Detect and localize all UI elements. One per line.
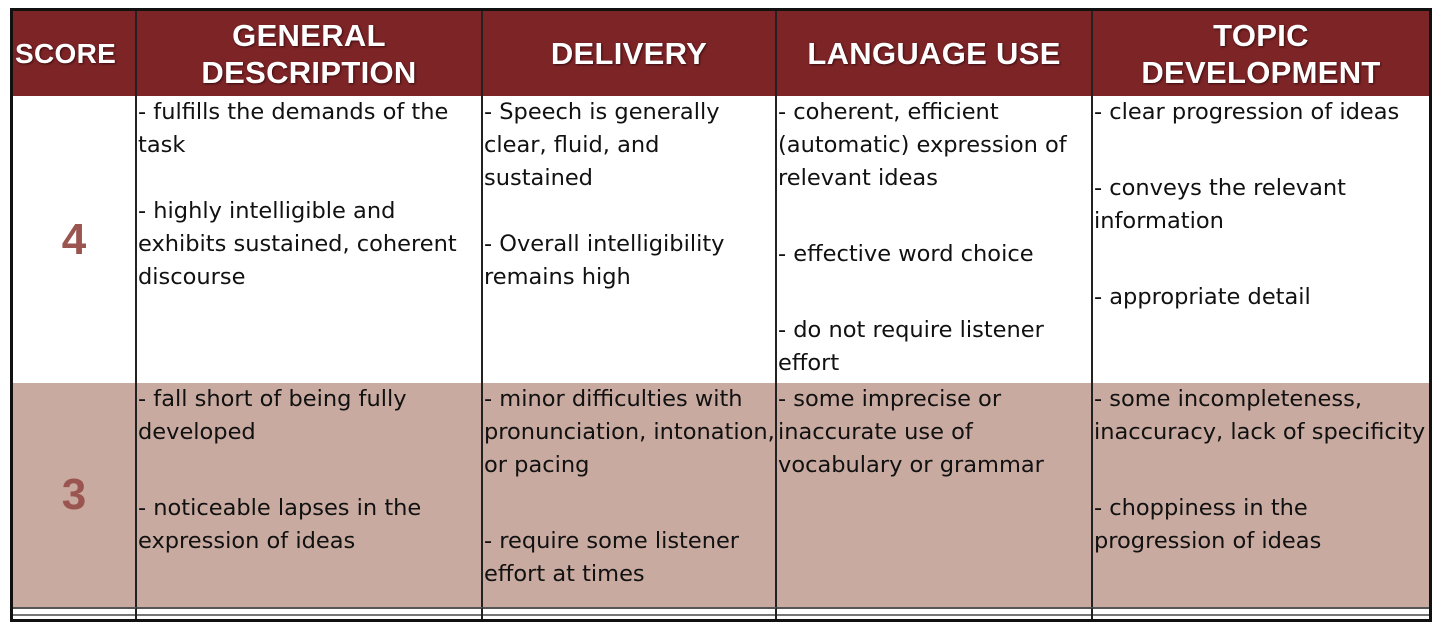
header-general-line1: GENERAL (232, 17, 386, 53)
scoring-rubric-table: SCORE GENERAL DESCRIPTION DELIVERY LANGUA… (10, 8, 1432, 622)
general-description-cell: - fall short of being fully developed - … (137, 383, 483, 607)
delivery-cell: - Speech is generally clear, fluid, and … (483, 96, 777, 383)
criterion-text: - fall short of being fully developed (138, 386, 407, 445)
score-value: 4 (13, 96, 137, 383)
criterion-text: - effective word choice (778, 241, 1034, 267)
table-row: 4 - fulfills the demands of the task - h… (13, 96, 1429, 385)
delivery-cell: - minor difficulties with pronunciation,… (483, 383, 777, 607)
header-topic-development: TOPIC DEVELOPMENT (1093, 11, 1429, 96)
table-row: 3 - fall short of being fully developed … (13, 383, 1429, 609)
criterion-text: - conveys the relevant information (1094, 175, 1346, 234)
header-topic-line2: DEVELOPMENT (1141, 54, 1381, 90)
table-bottom-border (13, 607, 1429, 619)
criterion-text: - coherent, efficient (automatic) expres… (778, 99, 1067, 191)
criterion-text: - do not require listener effort (778, 317, 1044, 376)
criterion-text: - require some listener effort at times (484, 528, 740, 587)
criterion-text: - minor difficulties with pronunciation,… (484, 386, 775, 478)
criterion-text: - clear progression of ideas (1094, 99, 1400, 125)
criterion-text: - fulfills the demands of the task (138, 99, 449, 158)
general-description-cell: - fulfills the demands of the task - hig… (137, 96, 483, 383)
language-use-cell: - coherent, efficient (automatic) expres… (777, 96, 1093, 383)
language-use-cell: - some imprecise or inaccurate use of vo… (777, 383, 1093, 607)
score-value: 3 (13, 383, 137, 607)
header-language-use: LANGUAGE USE (777, 11, 1093, 96)
topic-development-cell: - some incompleteness, inaccuracy, lack … (1093, 383, 1429, 607)
header-general-line2: DESCRIPTION (201, 54, 417, 90)
header-delivery: DELIVERY (483, 11, 777, 96)
criterion-text: - some imprecise or inaccurate use of vo… (778, 386, 1044, 478)
criterion-text: - Overall intelligibility remains high (484, 231, 725, 290)
header-row: SCORE GENERAL DESCRIPTION DELIVERY LANGUA… (13, 11, 1429, 98)
header-topic-line1: TOPIC (1213, 17, 1309, 53)
criterion-text: - appropriate detail (1094, 284, 1311, 310)
criterion-text: - Speech is generally clear, fluid, and … (484, 99, 720, 191)
criterion-text: - highly intelligible and exhibits susta… (138, 198, 457, 290)
criterion-text: - some incompleteness, inaccuracy, lack … (1094, 386, 1426, 445)
criterion-text: - choppiness in the progression of ideas (1094, 495, 1322, 554)
topic-development-cell: - clear progression of ideas - conveys t… (1093, 96, 1429, 383)
header-score: SCORE (13, 11, 137, 96)
header-general-description: GENERAL DESCRIPTION (137, 11, 483, 96)
criterion-text: - noticeable lapses in the expression of… (138, 495, 422, 554)
